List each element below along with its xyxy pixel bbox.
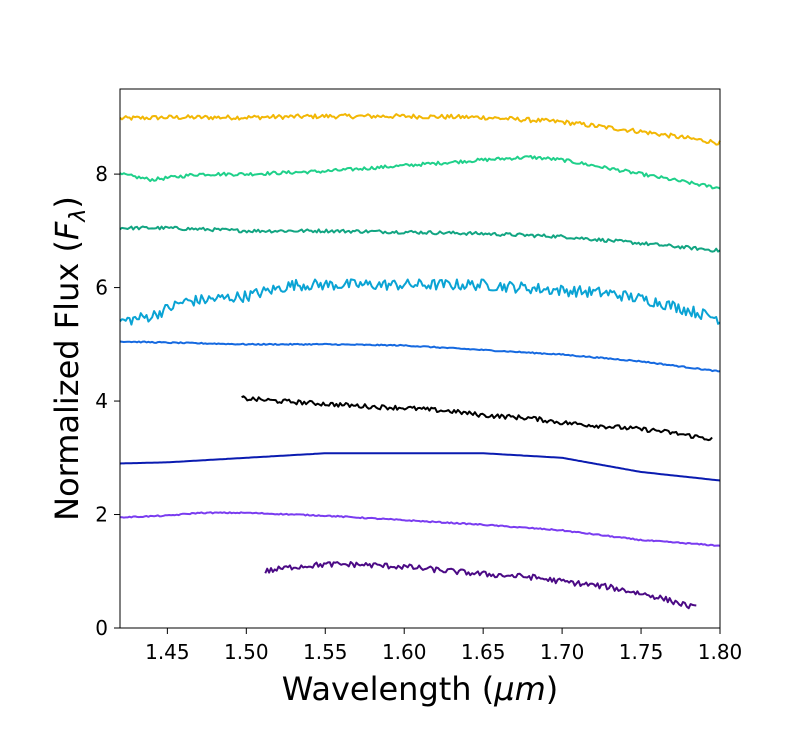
x-tick-label: 1.60 — [382, 640, 427, 664]
x-tick-label: 1.75 — [619, 640, 664, 664]
x-tick-label: 1.45 — [145, 640, 190, 664]
y-tick-label: 6 — [95, 276, 108, 300]
spectrum-line-9 — [264, 561, 697, 610]
spectrum-line-2 — [119, 154, 721, 190]
spectrum-line-8 — [119, 511, 721, 547]
y-axis-title: Normalized Flux (Fλ) — [48, 196, 91, 521]
spectrum-line-3 — [119, 225, 721, 253]
axes-layer: 1.45 1.50 1.55 1.60 1.65 1.70 1.75 1.80 0 2 4 6 8 — [95, 162, 742, 664]
x-tick-label: 1.50 — [224, 640, 269, 664]
x-tick-label: 1.80 — [698, 640, 743, 664]
y-tick-label: 2 — [95, 503, 108, 527]
x-tick-label: 1.55 — [303, 640, 348, 664]
x-tick-label: 1.65 — [461, 640, 506, 664]
spectrum-line-5 — [119, 340, 721, 373]
x-axis-title: Wavelength (μm) — [282, 670, 559, 708]
series-layer — [119, 113, 721, 610]
y-tick-label: 8 — [95, 162, 108, 186]
x-tick-label: 1.70 — [540, 640, 585, 664]
plot-frame — [119, 88, 721, 629]
spectrum-line-6 — [241, 395, 713, 442]
y-tick-label: 0 — [95, 616, 108, 640]
spectrum-line-4 — [119, 278, 721, 326]
y-tick-label: 4 — [95, 389, 108, 413]
spectrum-line-7 — [119, 452, 721, 482]
spectrum-line-1 — [119, 113, 721, 146]
